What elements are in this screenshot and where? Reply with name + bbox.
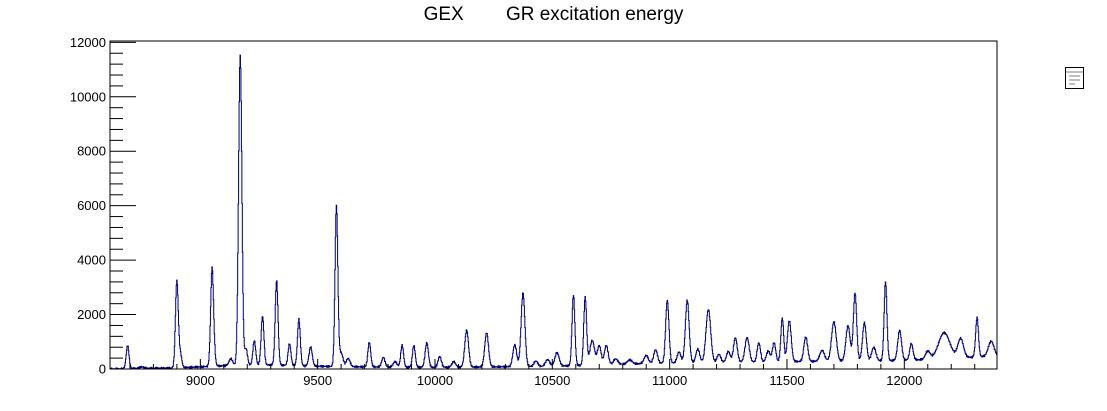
stats-box-content [1066, 71, 1083, 85]
plot-frame [109, 40, 998, 370]
chart-title: GEX GR excitation energy [423, 4, 684, 25]
spectrum-line [109, 54, 998, 370]
y-tick-label: 8000 [77, 144, 106, 159]
y-tick-label: 4000 [77, 253, 106, 268]
x-tick-label: 11000 [652, 373, 687, 388]
x-tick-label: 9500 [303, 373, 332, 388]
x-tick-label: 10500 [534, 373, 570, 388]
stats-box[interactable] [1065, 67, 1084, 89]
y-tick-label: 6000 [77, 198, 106, 213]
x-tick-label: 11500 [769, 373, 804, 388]
y-tick-label: 10000 [70, 89, 106, 104]
y-tick-label: 2000 [77, 307, 106, 322]
y-tick-label: 0 [99, 362, 106, 377]
x-tick-label: 10000 [417, 373, 453, 388]
x-tick-label: 9000 [186, 373, 215, 388]
x-tick-label: 12000 [886, 373, 922, 388]
y-tick-label: 12000 [70, 35, 106, 50]
